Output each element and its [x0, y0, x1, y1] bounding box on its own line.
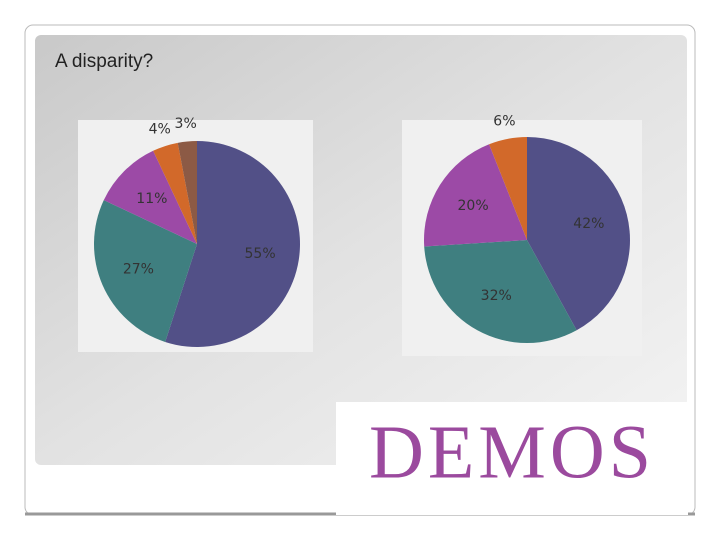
data-label: 55% — [245, 246, 276, 262]
slide-title: A disparity? — [55, 51, 153, 72]
data-label: 32% — [481, 288, 512, 304]
data-label: 6% — [493, 114, 515, 130]
pie-slice — [527, 137, 631, 331]
logo: DEMOS — [369, 410, 655, 494]
pie-slice — [103, 150, 197, 244]
data-label: 20% — [458, 198, 489, 214]
pie-slice — [153, 142, 197, 244]
data-label: 11% — [136, 191, 167, 207]
pie-slice — [424, 144, 527, 247]
pie-slice — [489, 137, 527, 240]
data-label: 3% — [175, 116, 197, 132]
data-label: 27% — [123, 261, 154, 277]
pie-slice — [424, 240, 577, 343]
pie-slice — [177, 141, 197, 244]
pie-slice — [93, 200, 197, 342]
pie-slice — [165, 141, 300, 347]
data-label: 42% — [573, 216, 604, 232]
logo-box — [336, 402, 688, 515]
data-label: 4% — [149, 121, 171, 137]
